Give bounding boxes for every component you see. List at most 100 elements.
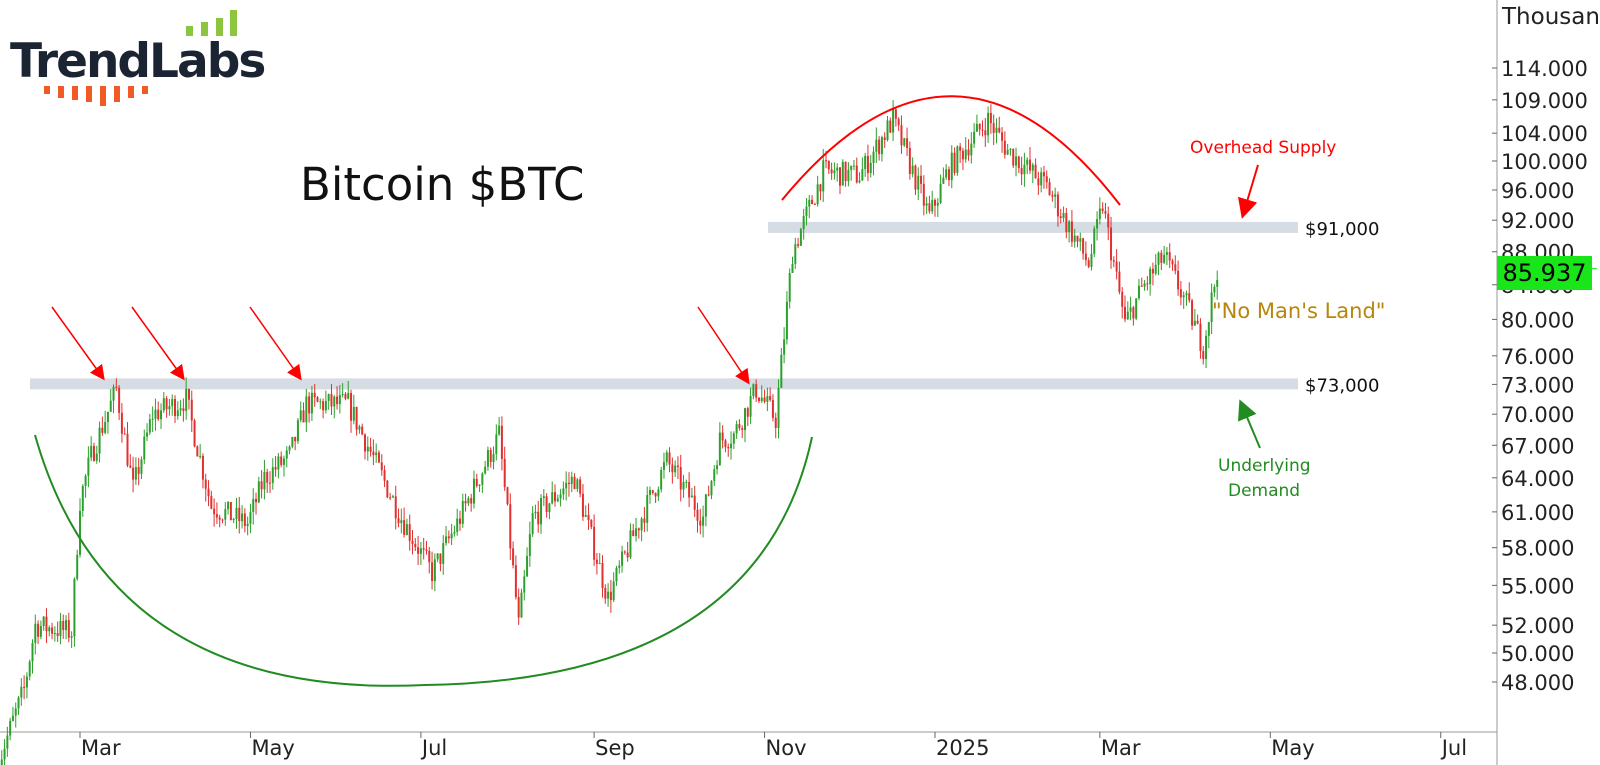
candle-body xyxy=(165,398,168,410)
candle-body xyxy=(1182,295,1185,298)
candle-body xyxy=(168,406,171,410)
candle-body xyxy=(607,591,610,599)
candle-body xyxy=(760,397,763,402)
candle-body xyxy=(702,516,705,526)
candle-body xyxy=(637,528,640,531)
candle-body xyxy=(106,411,109,423)
candle-body xyxy=(3,748,6,760)
candle-body xyxy=(56,633,59,637)
candle-body xyxy=(567,482,570,485)
candle-body xyxy=(411,540,414,544)
candle-body xyxy=(545,496,548,512)
candle-body xyxy=(939,183,942,203)
candle-body xyxy=(1017,156,1020,169)
candle-body xyxy=(615,567,618,582)
candle-body xyxy=(48,627,51,632)
candle-body xyxy=(475,478,478,486)
candle-body xyxy=(400,520,403,524)
candle-body xyxy=(461,500,464,524)
candle-body xyxy=(187,388,190,400)
candle-body xyxy=(713,469,716,482)
logo-orange-bar xyxy=(100,86,106,106)
candle-body xyxy=(120,412,123,434)
candle-body xyxy=(531,513,534,535)
candle-body xyxy=(472,478,475,504)
candle-body xyxy=(1199,323,1202,352)
logo-orange-bar xyxy=(58,86,64,98)
candle-body xyxy=(699,520,702,526)
underlying-demand-label: Underlying xyxy=(1218,456,1311,476)
candle-body xyxy=(1151,268,1154,274)
candle-body xyxy=(447,536,450,539)
candle-body xyxy=(1029,159,1031,171)
candle-body xyxy=(224,509,227,520)
chart-title: Bitcoin $BTC xyxy=(300,158,585,211)
candle-body xyxy=(852,165,855,167)
candle-body xyxy=(266,471,269,483)
candle-body xyxy=(45,616,48,632)
candle-body xyxy=(635,528,638,537)
candle-body xyxy=(640,518,643,531)
logo-green-bar xyxy=(186,26,193,36)
candle-body xyxy=(408,524,411,541)
candle-body xyxy=(576,479,579,489)
candle-body xyxy=(875,139,878,152)
candle-body xyxy=(520,592,523,618)
candle-body xyxy=(1137,285,1140,299)
candle-body xyxy=(528,534,531,556)
candle-body xyxy=(422,548,425,550)
candle-body xyxy=(257,481,260,503)
candle-body xyxy=(238,507,241,522)
candle-body xyxy=(1193,320,1196,326)
candle-body xyxy=(967,149,970,156)
candle-body xyxy=(182,408,185,412)
candle-body xyxy=(109,400,112,412)
candle-body xyxy=(14,708,17,716)
x-tick-label: Nov xyxy=(766,736,807,760)
candle-body xyxy=(397,518,400,524)
candle-body xyxy=(439,553,442,564)
candle-body xyxy=(989,112,992,124)
y-tick-label: 109.000 xyxy=(1501,89,1588,113)
candle-body xyxy=(115,386,118,388)
candle-body xyxy=(9,720,12,736)
candle-body xyxy=(587,514,590,521)
candle-body xyxy=(123,433,126,435)
candle-body xyxy=(98,427,101,454)
candle-body xyxy=(1084,253,1087,261)
y-tick-label: 73.000 xyxy=(1501,373,1574,397)
candle-body xyxy=(995,127,998,133)
candle-body xyxy=(811,199,814,204)
candle-body xyxy=(1059,216,1062,219)
y-tick-label: 67.000 xyxy=(1501,434,1574,458)
candle-body xyxy=(1045,176,1048,183)
candle-body xyxy=(721,432,724,441)
candle-body xyxy=(783,339,786,355)
candle-body xyxy=(0,759,3,765)
candle-body xyxy=(618,565,621,568)
candle-body xyxy=(534,511,537,514)
candle-body xyxy=(1179,289,1182,298)
candle-body xyxy=(391,496,394,498)
candle-body xyxy=(690,495,693,498)
candle-body xyxy=(847,169,850,182)
candle-body xyxy=(1073,235,1076,242)
candle-body xyxy=(263,471,266,490)
candle-body xyxy=(1062,212,1065,219)
candle-body xyxy=(453,531,456,534)
candle-body xyxy=(903,138,906,146)
candle-body xyxy=(897,118,900,126)
candle-body xyxy=(1093,228,1096,254)
candle-body xyxy=(1068,221,1071,232)
candle-body xyxy=(171,399,174,407)
candle-body xyxy=(676,465,679,468)
candle-body xyxy=(573,476,576,489)
candle-body xyxy=(900,125,903,146)
candle-body xyxy=(280,456,283,465)
candle-body xyxy=(886,120,889,141)
candle-body xyxy=(718,432,721,466)
candle-body xyxy=(299,410,302,421)
y-tick-label: 55.000 xyxy=(1501,574,1574,598)
candle-body xyxy=(542,496,545,498)
candle-body xyxy=(1154,264,1157,274)
